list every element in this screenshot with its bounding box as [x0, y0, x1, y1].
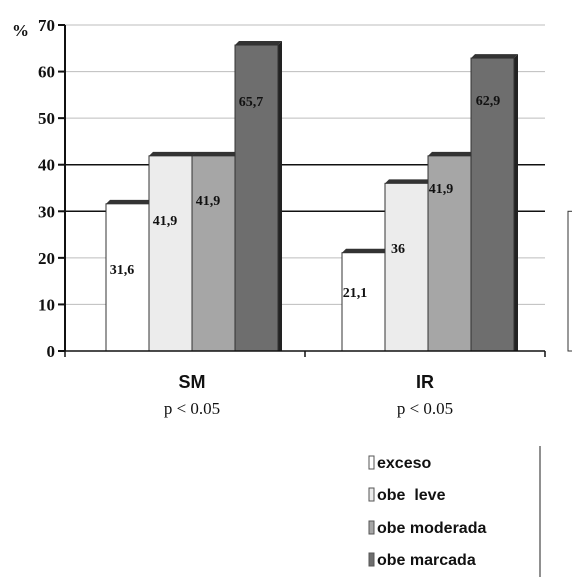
legend-swatch: [368, 552, 375, 567]
bar-face: [384, 182, 429, 352]
bar-top: [471, 54, 518, 59]
legend-label: obe leve: [377, 487, 446, 504]
bar-sm-2: [148, 151, 196, 352]
category-label: SM: [179, 372, 206, 392]
bar-top: [235, 41, 282, 46]
bar-side: [514, 54, 518, 352]
y-tick-label: 50: [38, 109, 55, 128]
bar-sm-3: [191, 151, 239, 352]
category-labels: SM p < 0.05 IR p < 0.05: [164, 372, 453, 418]
data-label: 41,9: [196, 194, 221, 209]
bars: [105, 41, 572, 352]
bar-sm-4: [234, 41, 282, 352]
data-label: 36: [391, 242, 405, 257]
data-label: 31,6: [110, 263, 135, 278]
bar-top: [342, 248, 389, 253]
bar-face: [341, 252, 386, 352]
legend: exceso obe leve obe moderada obe marcada: [368, 446, 541, 577]
bar-face: [148, 155, 193, 352]
bar-top: [385, 179, 432, 184]
y-tick-label: 0: [47, 342, 56, 361]
data-label: 41,9: [429, 182, 454, 197]
y-ticks: 0 10 20 30 40 50 60 70: [38, 16, 546, 361]
legend-swatch: [368, 455, 375, 470]
legend-label: exceso: [377, 455, 431, 472]
bar-top: [428, 151, 475, 156]
data-label: 62,9: [476, 94, 501, 109]
bar-top: [192, 151, 239, 156]
data-label: 21,1: [343, 286, 368, 301]
bar-face: [234, 44, 279, 352]
bar-ir-2: [384, 179, 432, 352]
legend-label: obe moderada: [377, 520, 486, 537]
y-tick-label: 40: [38, 156, 55, 175]
legend-swatch: [368, 487, 375, 502]
category-label: IR: [416, 372, 434, 392]
bar-face: [191, 155, 236, 352]
significance-annotation: p < 0.05: [397, 399, 453, 418]
bar-top: [149, 151, 196, 156]
bar-partial-edge: [567, 210, 572, 352]
y-tick-label: 20: [38, 249, 55, 268]
y-tick-label: 30: [38, 202, 55, 221]
data-label: 41,9: [153, 214, 178, 229]
legend-label: obe marcada: [377, 552, 476, 569]
bar-top: [106, 199, 153, 204]
y-tick-label: 60: [38, 63, 55, 82]
data-labels: 31,6 41,9 41,9 65,7 21,1 36 41,9 62,9: [110, 94, 501, 301]
significance-annotation: p < 0.05: [164, 399, 220, 418]
bar-side: [278, 41, 282, 351]
legend-swatch: [368, 520, 375, 535]
bar-face: [427, 155, 472, 352]
y-tick-label: 70: [38, 16, 55, 35]
y-tick-label: 10: [38, 295, 55, 314]
data-label: 65,7: [239, 95, 264, 110]
y-axis-label: %: [12, 21, 29, 40]
